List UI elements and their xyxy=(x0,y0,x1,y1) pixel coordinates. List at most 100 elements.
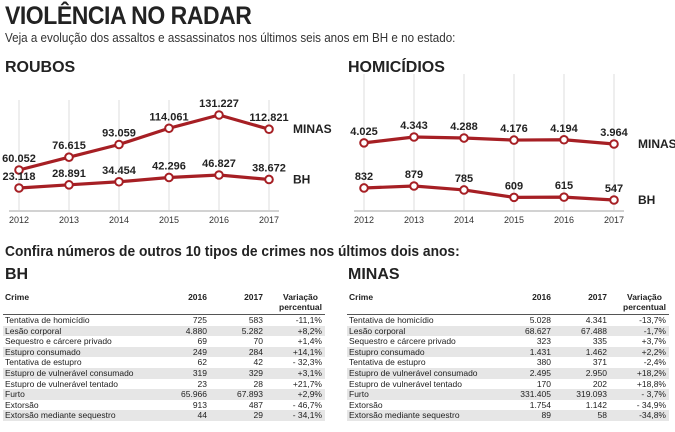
cell-2017: 42 xyxy=(253,357,263,368)
cell-variacao: -1,7% xyxy=(643,325,666,336)
cell-variacao: -2,4% xyxy=(643,357,666,368)
cell-2016: 913 xyxy=(192,399,207,410)
data-point xyxy=(64,180,74,190)
data-label: 4.343 xyxy=(400,120,428,132)
cell-variacao: - 46,7% xyxy=(292,399,322,410)
cell-2017: 329 xyxy=(248,367,263,378)
cell-crime: Extorsão mediante sequestro xyxy=(349,410,460,421)
data-point xyxy=(459,185,469,195)
cell-variacao: - 32,3% xyxy=(292,357,322,368)
chart-title-0: ROUBOS xyxy=(5,59,76,76)
cell-2017: 4.341 xyxy=(585,315,607,325)
col-variacao-line1: Variação xyxy=(627,292,662,302)
col-variacao-line2: percentual xyxy=(279,302,322,312)
data-label: 28.891 xyxy=(52,168,86,180)
tick-label: 2015 xyxy=(504,215,524,225)
data-label: 4.176 xyxy=(500,123,528,135)
table-row: Estupro consumado 1.431 1.462 +2,2% xyxy=(347,346,669,358)
data-label: 112.821 xyxy=(249,112,288,124)
data-point xyxy=(609,139,619,149)
cell-2016: 1.431 xyxy=(529,346,551,357)
tick-label: 2012 xyxy=(9,215,29,225)
cell-crime: Furto xyxy=(5,389,25,400)
cell-crime: Estupro de vulnerável consumado xyxy=(349,367,478,378)
data-point xyxy=(409,132,419,142)
data-point xyxy=(409,181,419,191)
tick-label: 2014 xyxy=(454,215,474,225)
series-name-minas: MINAS xyxy=(293,122,332,136)
cell-2017: 487 xyxy=(248,399,263,410)
data-label: 131.227 xyxy=(199,98,239,110)
cell-crime: Tentativa de estupro xyxy=(349,357,426,368)
data-point xyxy=(359,138,369,148)
data-point xyxy=(14,183,24,193)
bh-table-title: BH xyxy=(5,266,29,283)
cell-variacao: +18,2% xyxy=(636,367,666,378)
table-row: Estupro de vulnerável consumado 2.495 2.95… xyxy=(347,367,669,379)
cell-2017: 335 xyxy=(592,336,607,347)
series-line-minas xyxy=(363,135,615,146)
col-2016: 2016 xyxy=(188,292,207,302)
cell-crime: Estupro de vulnerável consumado xyxy=(5,367,134,378)
cell-crime: Extorsão mediante sequestro xyxy=(5,410,116,421)
data-label: 615 xyxy=(555,180,573,192)
cell-2017: 371 xyxy=(592,357,607,368)
data-point xyxy=(459,133,469,143)
col-variacao-line1: Variação xyxy=(283,292,318,302)
table-row: Extorsão mediante sequestro 44 29 - 34,1% xyxy=(3,410,325,421)
table-row: Lesão corporal 4.880 5.282 +8,2% xyxy=(3,325,325,337)
cell-2016: 89 xyxy=(541,410,551,421)
cell-2017: 28 xyxy=(253,378,263,389)
cell-2017: 284 xyxy=(248,346,263,357)
series-name-minas: MINAS xyxy=(638,137,675,151)
cell-2016: 319 xyxy=(192,367,207,378)
page-title: VIOLÊNCIA NO RADAR xyxy=(5,2,252,30)
cell-2016: 68.627 xyxy=(525,325,551,336)
cell-crime: Lesão corporal xyxy=(5,325,62,336)
table-row: Extorsão 1.754 1.142 - 34,9% xyxy=(347,400,669,411)
cell-variacao: +1,4% xyxy=(297,336,322,347)
table-row: Tentativa de homicídio 5.028 4.341 -13,7% xyxy=(347,315,669,326)
cell-variacao: -11,1% xyxy=(295,315,322,325)
cell-2017: 2.950 xyxy=(585,367,607,378)
table-row: Estupro de vulnerável tentado 23 28 +21,7% xyxy=(3,379,325,390)
col-variacao-line2: percentual xyxy=(623,302,666,312)
bh-table-header: Crime 2016 2017 Variação percentual xyxy=(3,290,325,315)
data-label: 4.288 xyxy=(450,121,478,133)
cell-2016: 2.495 xyxy=(529,367,551,378)
data-label: 3.964 xyxy=(600,127,628,139)
cell-2016: 23 xyxy=(197,378,207,389)
data-label: 832 xyxy=(355,171,373,183)
cell-2017: 319.093 xyxy=(576,389,607,400)
cell-2017: 5.282 xyxy=(241,325,263,336)
data-label: 76.615 xyxy=(52,140,86,152)
data-label: 4.025 xyxy=(350,126,378,138)
cell-crime: Sequestro e cárcere privado xyxy=(5,336,112,347)
cell-2016: 249 xyxy=(192,346,207,357)
tick-label: 2016 xyxy=(209,215,229,225)
data-label: 785 xyxy=(455,173,473,185)
data-label: 38.672 xyxy=(252,162,286,174)
data-point xyxy=(214,170,224,180)
cell-2016: 725 xyxy=(192,315,207,325)
chart-title-1: HOMICÍDIOS xyxy=(348,57,445,76)
data-point xyxy=(264,174,274,185)
data-label: 4.194 xyxy=(550,123,578,135)
tick-label: 2016 xyxy=(554,215,574,225)
minas-table-title: MINAS xyxy=(348,266,400,283)
col-2016: 2016 xyxy=(532,292,551,302)
data-label: 42.296 xyxy=(152,160,186,172)
cell-variacao: +21,7% xyxy=(292,378,322,389)
table-row: Furto 65.966 67.893 +2,9% xyxy=(3,389,325,400)
cell-crime: Tentativa de homicídio xyxy=(5,315,90,325)
data-label: 60.052 xyxy=(2,153,36,165)
data-point xyxy=(559,192,569,202)
tables-prompt: Confira números de outros 10 tipos de cr… xyxy=(5,244,460,260)
table-row: Extorsão mediante sequestro 89 58 -34,8% xyxy=(347,410,669,421)
table-row: Extorsão 913 487 - 46,7% xyxy=(3,400,325,411)
cell-variacao: +3,1% xyxy=(297,367,322,378)
data-point xyxy=(509,192,519,203)
table-row: Tentativa de estupro 62 42 - 32,3% xyxy=(3,357,325,368)
cell-2017: 1.142 xyxy=(585,399,607,410)
data-point xyxy=(164,123,174,134)
